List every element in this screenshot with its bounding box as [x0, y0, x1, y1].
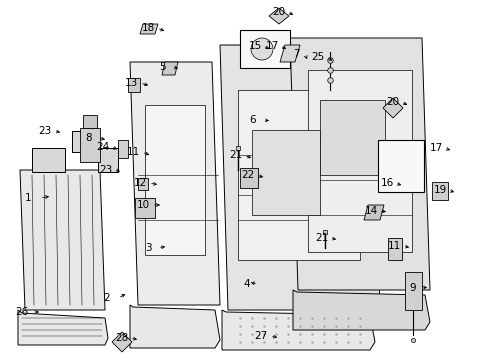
Bar: [240, 30, 289, 68]
Polygon shape: [292, 290, 429, 330]
Text: 28: 28: [115, 333, 128, 343]
Text: 19: 19: [432, 185, 446, 195]
Text: 27: 27: [254, 331, 267, 341]
Polygon shape: [289, 38, 429, 290]
Text: 4: 4: [243, 279, 250, 289]
Text: 14: 14: [364, 206, 377, 216]
Text: 11: 11: [126, 147, 140, 157]
Circle shape: [250, 38, 272, 60]
Text: 5: 5: [160, 62, 166, 72]
Text: 20: 20: [386, 97, 399, 107]
Polygon shape: [135, 198, 155, 218]
Text: 9: 9: [409, 283, 415, 293]
Text: 21: 21: [229, 150, 242, 160]
Text: 23: 23: [99, 165, 112, 175]
Polygon shape: [238, 90, 359, 260]
Polygon shape: [20, 170, 105, 310]
Text: 16: 16: [380, 178, 393, 188]
Polygon shape: [130, 62, 220, 305]
Text: 8: 8: [85, 133, 92, 143]
Text: 3: 3: [144, 243, 151, 253]
Polygon shape: [162, 62, 178, 75]
Polygon shape: [280, 45, 299, 62]
Polygon shape: [83, 115, 97, 128]
Polygon shape: [307, 70, 411, 252]
Polygon shape: [128, 78, 140, 92]
Text: 21: 21: [315, 233, 328, 243]
Text: 11: 11: [386, 241, 400, 251]
Polygon shape: [431, 182, 447, 200]
Text: 13: 13: [124, 78, 137, 88]
Bar: [377, 140, 423, 192]
Polygon shape: [98, 148, 118, 172]
Text: 20: 20: [272, 7, 285, 17]
Text: 17: 17: [428, 143, 442, 153]
Text: 25: 25: [311, 52, 324, 62]
Polygon shape: [240, 168, 258, 188]
Polygon shape: [404, 272, 421, 310]
Polygon shape: [222, 310, 374, 350]
Polygon shape: [220, 45, 379, 310]
Polygon shape: [80, 128, 100, 162]
Polygon shape: [387, 238, 401, 260]
Polygon shape: [18, 310, 108, 345]
Polygon shape: [382, 98, 402, 118]
Polygon shape: [130, 305, 220, 348]
Text: 10: 10: [136, 200, 149, 210]
Polygon shape: [363, 205, 383, 220]
Text: 24: 24: [96, 142, 109, 152]
Polygon shape: [118, 140, 128, 158]
Text: 6: 6: [249, 115, 256, 125]
Polygon shape: [72, 131, 92, 152]
Text: 22: 22: [241, 170, 254, 180]
Text: 26: 26: [15, 307, 29, 317]
Text: 2: 2: [103, 293, 110, 303]
Polygon shape: [145, 105, 204, 255]
Polygon shape: [319, 100, 384, 175]
Text: 15: 15: [248, 41, 261, 51]
Text: 7: 7: [292, 49, 299, 59]
Text: 18: 18: [141, 23, 154, 33]
Text: 17: 17: [265, 41, 278, 51]
Text: 12: 12: [133, 178, 146, 188]
Polygon shape: [268, 8, 288, 24]
Polygon shape: [140, 24, 158, 34]
Polygon shape: [32, 148, 65, 172]
Text: 1: 1: [24, 193, 31, 203]
Polygon shape: [112, 332, 132, 352]
Polygon shape: [138, 178, 148, 190]
Polygon shape: [251, 130, 319, 215]
Text: 23: 23: [38, 126, 52, 136]
